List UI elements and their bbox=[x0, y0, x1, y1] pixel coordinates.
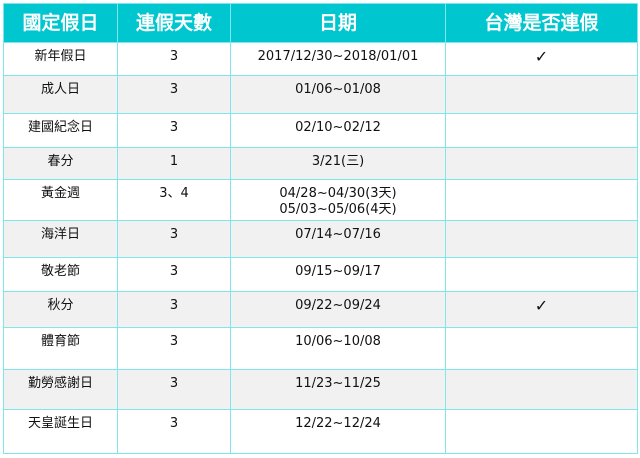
table-row: 勤勞感謝日 3 11/23~11/25 bbox=[3, 369, 638, 410]
taiwan-cell bbox=[445, 257, 638, 292]
holiday-cell-text: 勤勞感謝日 bbox=[27, 376, 93, 391]
days-cell: 3 bbox=[117, 75, 231, 114]
checkmark-icon: ✓ bbox=[534, 296, 549, 315]
table-row: 成人日 3 01/06~01/08 bbox=[3, 75, 638, 114]
holiday-cell-text: 黃金週 bbox=[40, 186, 80, 201]
days-cell-text: 3 bbox=[169, 334, 179, 349]
days-cell-text: 3 bbox=[169, 120, 179, 135]
taiwan-cell bbox=[445, 179, 638, 221]
holiday-cell-text: 敬老節 bbox=[40, 264, 80, 279]
date-cell-text: 09/22~09/24 bbox=[295, 298, 381, 313]
table-row: 敬老節 3 09/15~09/17 bbox=[3, 257, 638, 292]
days-cell: 1 bbox=[117, 147, 231, 180]
date-cell: 2017/12/30~2018/01/01 bbox=[230, 42, 446, 76]
days-cell: 3 bbox=[117, 369, 231, 410]
days-cell: 3 bbox=[117, 327, 231, 370]
date-cell: 09/15~09/17 bbox=[230, 257, 446, 292]
taiwan-cell: ✓ bbox=[445, 42, 638, 76]
date-cell-text: 2017/12/30~2018/01/01 bbox=[257, 49, 419, 64]
holiday-cell-text: 成人日 bbox=[40, 82, 80, 97]
date-cell-text: 09/15~09/17 bbox=[295, 264, 381, 279]
table-row: 建國紀念日 3 02/10~02/12 bbox=[3, 113, 638, 148]
holiday-cell-text: 體育節 bbox=[40, 334, 80, 349]
date-cell-text: 3/21(三) bbox=[311, 154, 365, 169]
table-row: 新年假日 3 2017/12/30~2018/01/01 ✓ bbox=[3, 42, 638, 76]
holiday-cell: 天皇誕生日 bbox=[3, 409, 118, 454]
header-date: 日期 bbox=[230, 3, 446, 43]
table-row: 黃金週 3、4 04/28~04/30(3天) 05/03~05/06(4天) bbox=[3, 179, 638, 221]
date-cell: 01/06~01/08 bbox=[230, 75, 446, 114]
date-cell-text: 07/14~07/16 bbox=[295, 227, 381, 242]
header-holiday: 國定假日 bbox=[3, 3, 118, 43]
taiwan-cell bbox=[445, 409, 638, 454]
table-row: 秋分 3 09/22~09/24 ✓ bbox=[3, 291, 638, 328]
taiwan-cell: ✓ bbox=[445, 291, 638, 328]
holiday-cell: 春分 bbox=[3, 147, 118, 180]
days-cell: 3 bbox=[117, 291, 231, 328]
table-row: 春分 1 3/21(三) bbox=[3, 147, 638, 180]
taiwan-cell bbox=[445, 113, 638, 148]
taiwan-cell bbox=[445, 75, 638, 114]
days-cell-text: 3 bbox=[169, 49, 179, 64]
days-cell: 3 bbox=[117, 113, 231, 148]
date-cell: 3/21(三) bbox=[230, 147, 446, 180]
date-cell: 11/23~11/25 bbox=[230, 369, 446, 410]
holiday-cell: 新年假日 bbox=[3, 42, 118, 76]
date-cell-text: 02/10~02/12 bbox=[295, 120, 381, 135]
date-cell: 12/22~12/24 bbox=[230, 409, 446, 454]
holiday-cell: 秋分 bbox=[3, 291, 118, 328]
days-cell-text: 3、4 bbox=[159, 186, 189, 201]
holiday-cell: 黃金週 bbox=[3, 179, 118, 221]
days-cell-text: 3 bbox=[169, 298, 179, 313]
taiwan-cell bbox=[445, 327, 638, 370]
date-cell: 09/22~09/24 bbox=[230, 291, 446, 328]
days-cell-text: 3 bbox=[169, 416, 179, 431]
days-cell: 3 bbox=[117, 42, 231, 76]
holiday-cell-text: 海洋日 bbox=[40, 227, 80, 242]
holiday-cell-text: 秋分 bbox=[47, 298, 74, 313]
taiwan-cell bbox=[445, 147, 638, 180]
header-days: 連假天數 bbox=[117, 3, 231, 43]
holiday-cell: 海洋日 bbox=[3, 220, 118, 258]
days-cell-text: 3 bbox=[169, 264, 179, 279]
holiday-cell-text: 建國紀念日 bbox=[27, 120, 93, 135]
table-row: 體育節 3 10/06~10/08 bbox=[3, 327, 638, 370]
days-cell: 3 bbox=[117, 257, 231, 292]
days-cell-text: 1 bbox=[169, 154, 179, 169]
holiday-cell-text: 天皇誕生日 bbox=[27, 416, 93, 431]
holiday-cell: 敬老節 bbox=[3, 257, 118, 292]
table-row: 天皇誕生日 3 12/22~12/24 bbox=[3, 409, 638, 454]
checkmark-icon: ✓ bbox=[534, 47, 549, 66]
header-taiwan: 台灣是否連假 bbox=[445, 3, 638, 43]
taiwan-cell bbox=[445, 220, 638, 258]
date-cell-text: 12/22~12/24 bbox=[295, 416, 381, 431]
holiday-cell-text: 新年假日 bbox=[34, 49, 87, 64]
holiday-cell: 體育節 bbox=[3, 327, 118, 370]
date-cell-text: 10/06~10/08 bbox=[295, 334, 381, 349]
date-cell-text: 11/23~11/25 bbox=[295, 376, 381, 391]
date-cell: 04/28~04/30(3天) 05/03~05/06(4天) bbox=[230, 179, 446, 221]
date-cell-text: 04/28~04/30(3天) bbox=[279, 186, 397, 201]
days-cell: 3、4 bbox=[117, 179, 231, 221]
holiday-cell-text: 春分 bbox=[47, 154, 74, 169]
days-cell-text: 3 bbox=[169, 82, 179, 97]
table-row: 海洋日 3 07/14~07/16 bbox=[3, 220, 638, 258]
date-cell-text: 01/06~01/08 bbox=[295, 82, 381, 97]
date-cell-text-2: 05/03~05/06(4天) bbox=[279, 202, 397, 217]
days-cell: 3 bbox=[117, 409, 231, 454]
header-row: 國定假日 連假天數 日期 台灣是否連假 bbox=[3, 3, 638, 43]
days-cell: 3 bbox=[117, 220, 231, 258]
days-cell-text: 3 bbox=[169, 376, 179, 391]
holiday-cell: 建國紀念日 bbox=[3, 113, 118, 148]
date-cell: 02/10~02/12 bbox=[230, 113, 446, 148]
taiwan-cell bbox=[445, 369, 638, 410]
holiday-cell: 成人日 bbox=[3, 75, 118, 114]
date-cell: 10/06~10/08 bbox=[230, 327, 446, 370]
date-cell: 07/14~07/16 bbox=[230, 220, 446, 258]
days-cell-text: 3 bbox=[169, 227, 179, 242]
holiday-table: 國定假日 連假天數 日期 台灣是否連假 新年假日 3 2017/12/30~2018… bbox=[3, 3, 638, 454]
holiday-cell: 勤勞感謝日 bbox=[3, 369, 118, 410]
